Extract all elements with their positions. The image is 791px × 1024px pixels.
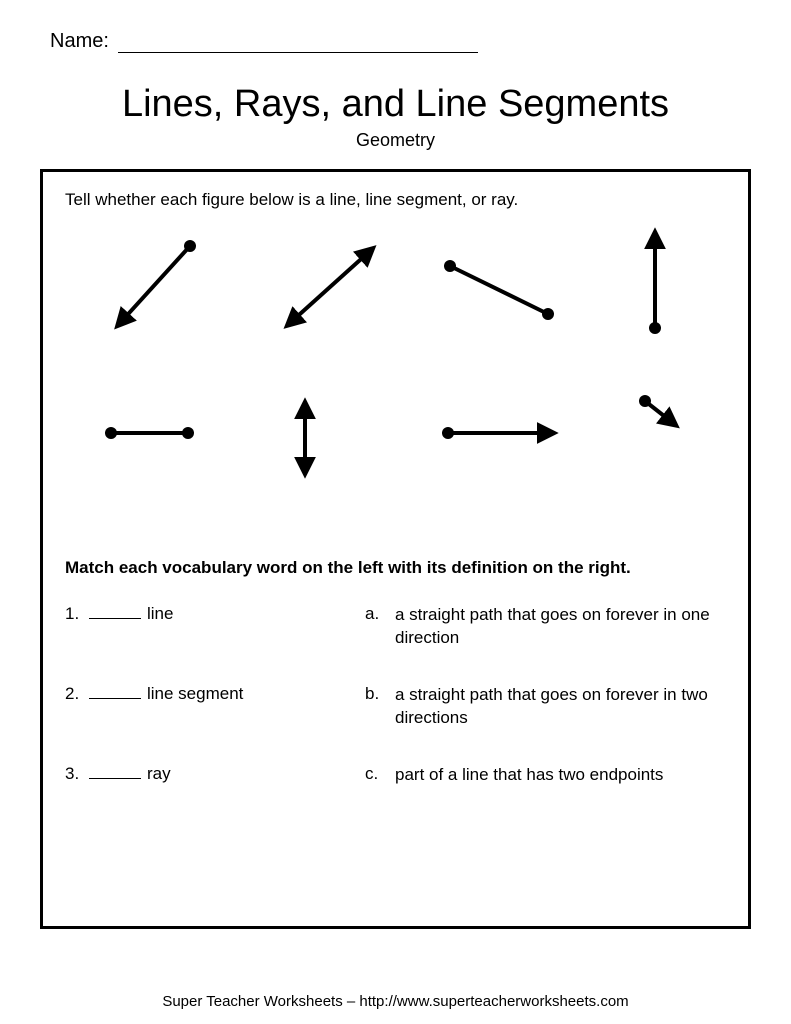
match-num-3: 3. [65,764,87,784]
content-box: Tell whether each figure below is a line… [40,169,751,929]
match-grid: 1. line a. a straight path that goes on f… [65,604,726,787]
section2-instruction: Match each vocabulary word on the left w… [65,558,726,578]
match-letter-a: a. [365,604,395,624]
fig-1-ray [105,238,205,333]
match-blank-1[interactable] [89,618,141,619]
match-word-3-text: ray [147,764,171,783]
match-num-1: 1. [65,604,87,624]
name-blank[interactable] [118,52,478,53]
match-blank-2[interactable] [89,698,141,699]
match-letter-c: c. [365,764,395,784]
match-def-b: a straight path that goes on forever in … [395,684,726,730]
fig-2-line [275,243,385,333]
match-num-2: 2. [65,684,87,704]
match-word-1: 1. line [65,604,365,624]
name-label: Name: [50,30,109,52]
fig-7-ray [440,423,560,443]
match-word-2-text: line segment [147,684,243,703]
fig-5-segment [103,423,198,443]
figures-area [65,228,726,548]
match-def-a: a straight path that goes on forever in … [395,604,726,650]
match-word-1-text: line [147,604,173,623]
name-row: Name: [50,30,751,53]
match-word-3: 3. ray [65,764,365,784]
fig-3-segment [440,258,560,328]
fig-4-ray [635,228,675,338]
fig-8-ray [635,393,685,433]
page-subtitle: Geometry [40,130,751,151]
section1-instruction: Tell whether each figure below is a line… [65,190,726,210]
match-blank-3[interactable] [89,778,141,779]
match-letter-b: b. [365,684,395,704]
match-def-c: part of a line that has two endpoints [395,764,726,787]
page-title: Lines, Rays, and Line Segments [40,83,751,126]
footer: Super Teacher Worksheets – http://www.su… [0,993,791,1010]
fig-6-line [290,398,320,478]
match-word-2: 2. line segment [65,684,365,704]
